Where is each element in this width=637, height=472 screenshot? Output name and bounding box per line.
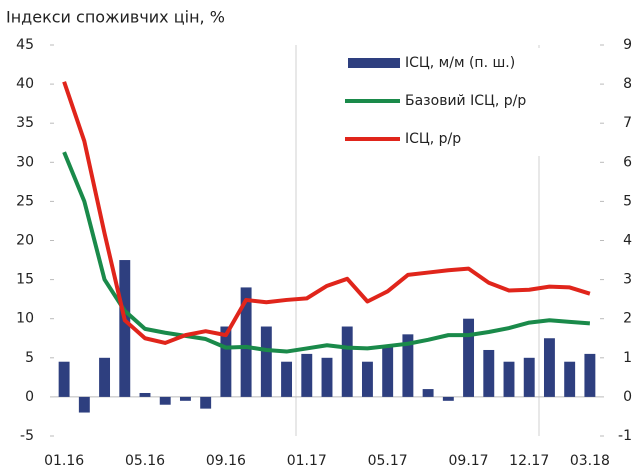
y2-tick-label: 8 [623,76,632,92]
legend-label: Базовий ІСЦ, р/р [405,93,526,109]
y2-tick-label: 7 [623,115,632,131]
bar [240,287,252,397]
x-tick-label: 01.17 [287,453,327,469]
bar [503,361,515,397]
bar [543,338,555,397]
bar [58,361,70,397]
legend-label: ІСЦ, м/м (п. ш.) [405,55,515,71]
y2-tick-label: 0 [623,389,632,405]
line [62,151,591,354]
bar [341,326,353,397]
bar [463,318,475,397]
bar [78,396,90,413]
y2-tick-label: 3 [623,272,632,288]
legend-swatch [348,58,400,68]
bar [442,396,454,401]
bar [179,396,191,401]
chart-title: Індекси споживчих цін, % [6,8,225,27]
bar [99,357,111,397]
y-tick-label: 25 [16,193,34,209]
bar [523,357,535,397]
y-tick-label: -5 [20,428,34,444]
bar [159,396,171,405]
y2-tick-label: 6 [623,154,632,170]
legend-label: ІСЦ, р/р [405,131,461,147]
bar [281,361,293,397]
y2-tick-label: 1 [623,350,632,366]
y2-tick-label: -1 [618,428,632,444]
x-tick-label: 01.16 [44,453,84,469]
bar [260,326,272,397]
y2-tick-label: 4 [623,233,632,249]
bar [301,353,313,397]
bar [361,361,373,397]
bar [139,392,151,397]
bar [584,353,596,397]
x-tick-label: 09.17 [449,453,489,469]
bar [483,349,495,397]
y-tick-label: 30 [16,154,34,170]
bar [200,396,212,409]
y-tick-label: 45 [16,37,34,53]
y-tick-label: 15 [16,272,34,288]
y2-tick-label: 2 [623,311,632,327]
bar [402,334,414,397]
y2-tick-label: 5 [623,193,632,209]
bar [119,260,131,397]
x-tick-label: 05.17 [368,453,408,469]
x-tick-label: 05.16 [125,453,165,469]
bar [422,389,434,397]
y-tick-label: 35 [16,115,34,131]
y-tick-label: 5 [25,350,34,366]
x-tick-label: 03.18 [570,453,610,469]
y-tick-label: 40 [16,76,34,92]
y2-tick-label: 9 [623,37,632,53]
bar [321,357,333,397]
y-tick-label: 0 [25,389,34,405]
bar [220,326,232,397]
bar [382,346,394,397]
bar [564,361,576,397]
x-tick-label: 09.16 [206,453,246,469]
x-tick-label: 12.17 [509,453,549,469]
y-tick-label: 20 [16,233,34,249]
y-tick-label: 10 [16,311,34,327]
line [62,81,591,345]
